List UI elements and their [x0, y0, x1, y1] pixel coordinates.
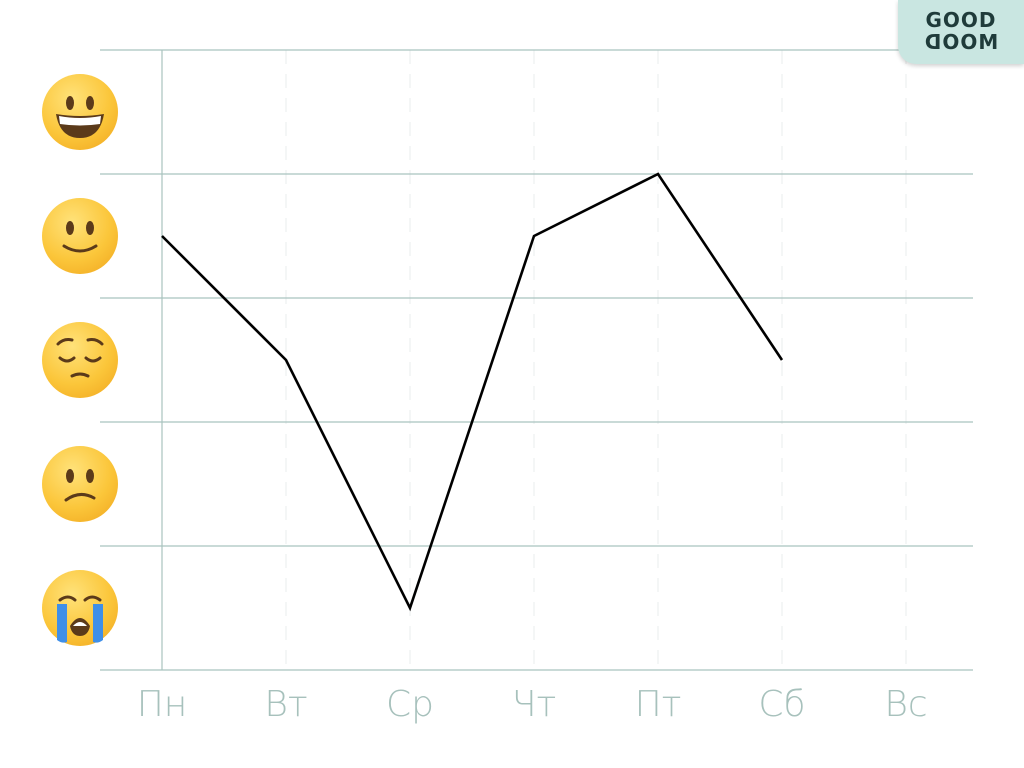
- x-tick-label: Ср: [386, 684, 434, 725]
- x-tick-label: Пт: [635, 684, 682, 725]
- x-tick-label: Сб: [758, 684, 805, 725]
- logo-line-good: GOOD: [925, 8, 997, 32]
- logo-line-mood: MOOD: [923, 30, 999, 54]
- horizontal-grid: [100, 49, 973, 671]
- crying-face-icon: [42, 570, 118, 646]
- mood-series-line: [161, 172, 784, 612]
- x-tick-label: Вт: [264, 684, 307, 725]
- grinning-face-icon: [42, 74, 118, 150]
- mood-series: [161, 172, 784, 612]
- x-tick-label: Вс: [884, 684, 927, 725]
- x-tick-labels: Пн Вт Ср Чт Пт Сб Вс: [137, 684, 928, 725]
- slightly-smiling-face-icon: [42, 198, 118, 274]
- x-tick-label: Чт: [512, 684, 556, 725]
- vertical-dashed-grid: [285, 50, 907, 670]
- pensive-face-icon: [42, 322, 118, 398]
- confused-face-icon: [42, 446, 118, 522]
- x-tick-label: Пн: [137, 684, 188, 725]
- good-mood-logo: GOOD MOOD: [898, 0, 1024, 64]
